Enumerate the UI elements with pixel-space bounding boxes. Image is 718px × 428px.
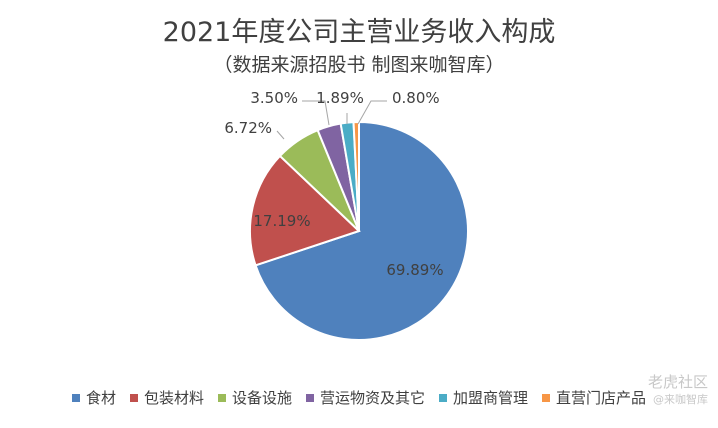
- legend-label: 食材: [85, 389, 116, 407]
- chart-subtitle: （数据来源招股书 制图来咖智库）: [213, 54, 505, 76]
- pie-slice: [249, 154, 361, 267]
- data-label: 69.89%: [386, 261, 443, 279]
- legend-swatch: [129, 393, 138, 402]
- legend-label: 包装材料: [143, 389, 204, 407]
- legend-swatch: [542, 393, 551, 402]
- data-label: 3.50%: [250, 89, 298, 107]
- legend-item: 食材: [71, 387, 116, 408]
- leader-line: [276, 130, 285, 140]
- legend-swatch: [306, 393, 314, 402]
- data-label: 0.80%: [392, 89, 440, 107]
- legend-item: 直营门店产品: [542, 387, 646, 408]
- chart-title: 2021年度公司主营业务收入构成: [162, 17, 556, 48]
- watermark-line1: 老虎社区: [647, 373, 708, 391]
- legend-label: 加盟商管理: [453, 389, 529, 407]
- leader-line: [357, 100, 387, 125]
- legend-swatch: [439, 393, 448, 402]
- legend-label: 营运物资及其它: [320, 389, 426, 407]
- data-label: 17.19%: [253, 212, 310, 230]
- legend-swatch: [217, 393, 226, 402]
- chart-legend: 食材 包装材料 设备设施 营运物资及其它 加盟商管理 直营门店产品: [0, 387, 718, 408]
- leader-line: [302, 100, 330, 126]
- legend-item: 加盟商管理: [439, 387, 528, 408]
- data-label: 6.72%: [224, 119, 272, 137]
- legend-item: 设备设施: [217, 387, 292, 408]
- data-label: 1.89%: [316, 89, 364, 107]
- legend-item: 营运物资及其它: [306, 387, 425, 408]
- legend-swatch: [71, 393, 80, 402]
- watermark: 老虎社区 @来咖智库: [648, 374, 708, 408]
- legend-label: 设备设施: [231, 389, 292, 407]
- legend-label: 直营门店产品: [556, 389, 647, 407]
- legend-item: 包装材料: [129, 387, 204, 408]
- pie-slice: [254, 120, 469, 341]
- pie-chart: 69.89% 17.19% 6.72% 3.50% 1.89% 0.80%: [224, 89, 469, 341]
- watermark-line2: @来咖智库: [653, 393, 708, 406]
